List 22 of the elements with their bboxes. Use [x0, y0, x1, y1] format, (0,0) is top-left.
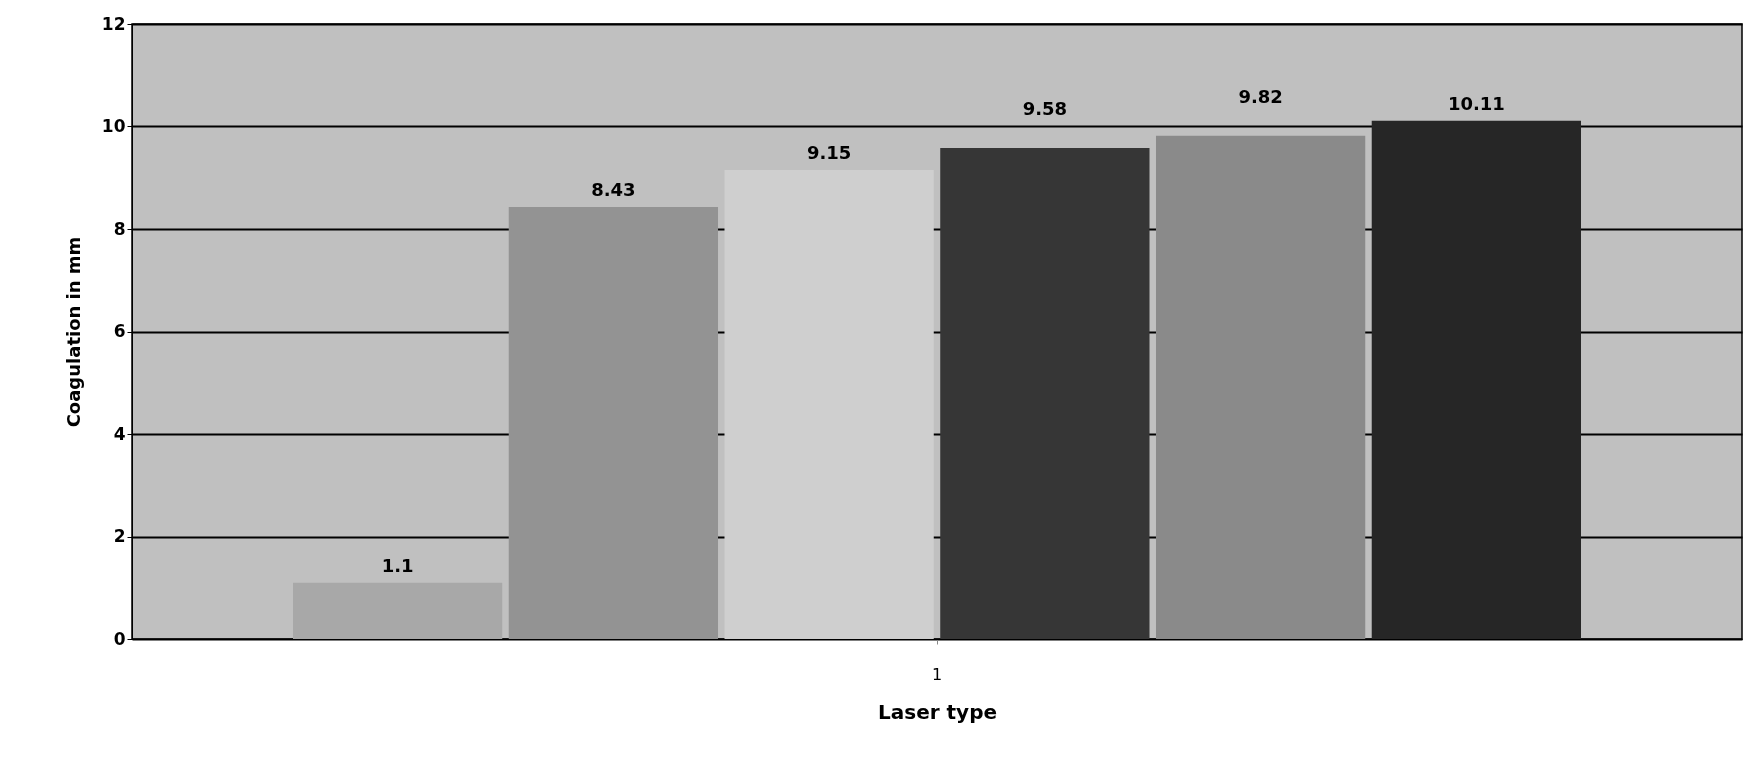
- y-tick-label: 10: [101, 116, 126, 136]
- data-label: 9.82: [1238, 85, 1283, 107]
- x-axis-title: Laser type: [877, 699, 998, 724]
- x-tick-label: 1: [931, 664, 943, 684]
- y-tick-label: 8: [113, 218, 126, 239]
- data-label: 10.11: [1447, 92, 1505, 114]
- bar: [940, 148, 1150, 639]
- bar: [293, 582, 503, 639]
- bar: [1371, 120, 1581, 639]
- y-tick-label: 12: [101, 13, 126, 34]
- y-tick-label: 4: [113, 423, 126, 444]
- data-label: 8.43: [591, 178, 636, 200]
- data-label: 9.15: [806, 142, 852, 164]
- y-tick-label: 2: [113, 526, 126, 546]
- bar: [724, 170, 934, 639]
- y-tick-label: 0: [113, 628, 126, 649]
- bar: [1155, 135, 1366, 639]
- data-label: 1.1: [381, 554, 414, 576]
- y-axis-title: Coagulation in mm: [62, 236, 84, 428]
- y-tick-label: 6: [113, 321, 126, 341]
- bar: [508, 206, 719, 639]
- data-label: 9.58: [1022, 98, 1068, 120]
